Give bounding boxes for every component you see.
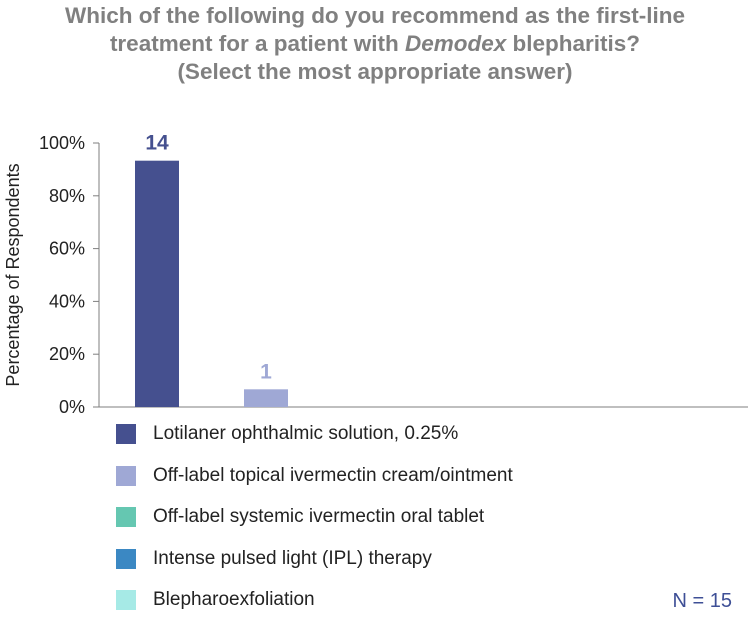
legend-swatch — [116, 465, 136, 486]
title-line-1: Which of the following do you recommend … — [64, 3, 686, 28]
legend-swatch — [116, 548, 136, 569]
title-line-2: treatment for a patient with Demodex ble… — [0, 30, 750, 58]
chart-title: Which of the following do you recommend … — [0, 2, 750, 86]
sample-size-label: N = 15 — [672, 590, 732, 612]
bar — [135, 160, 179, 407]
bar — [244, 389, 288, 407]
legend-label: Off-label systemic ivermectin oral table… — [153, 506, 485, 527]
y-tick-label: 20% — [49, 344, 85, 364]
legend-label: Blepharoexfoliation — [153, 589, 315, 610]
legend-swatch — [116, 590, 136, 610]
legend-label: Intense pulsed light (IPL) therapy — [153, 547, 432, 569]
legend-label: Off-label topical ivermectin cream/ointm… — [153, 464, 513, 486]
legend-swatch — [116, 507, 136, 527]
data-label: 14 — [145, 132, 169, 155]
legend-swatch — [116, 424, 136, 444]
title-line-3: (Select the most appropriate answer) — [177, 59, 573, 84]
y-tick-label: 100% — [39, 133, 85, 153]
legend-label: Lotilaner ophthalmic solution, 0.25% — [153, 423, 459, 444]
y-tick-label: 80% — [49, 186, 85, 206]
y-axis-label: Percentage of Respondents — [3, 163, 23, 386]
title-line-2-italic: Demodex — [404, 31, 507, 56]
y-tick-label: 40% — [49, 291, 85, 311]
y-tick-label: 60% — [49, 239, 85, 259]
data-label: 1 — [260, 360, 272, 383]
title-line-2-start: treatment for a patient with — [109, 31, 405, 56]
y-tick-label: 0% — [59, 397, 85, 417]
title-line-2-end: blepharitis? — [506, 31, 641, 56]
